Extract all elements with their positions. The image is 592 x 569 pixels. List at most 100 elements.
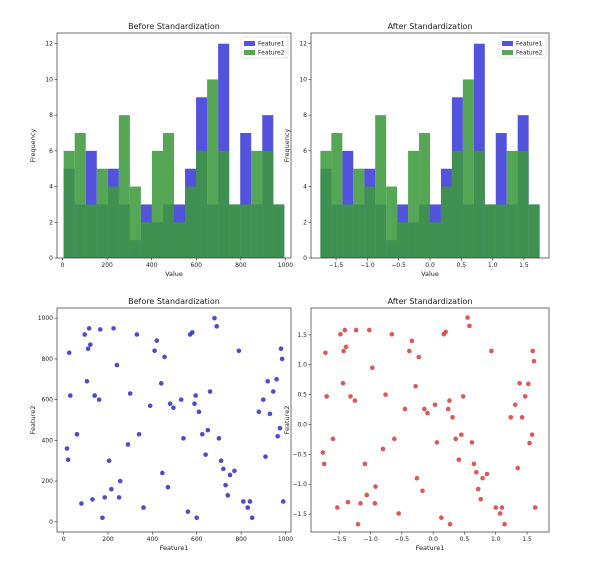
histogram-bar-feature2	[185, 186, 197, 258]
scatter-point	[497, 511, 503, 516]
scatter-point	[345, 499, 351, 505]
scatter-point	[87, 342, 93, 347]
y-tick-label: 600	[42, 397, 54, 404]
scatter-point	[389, 331, 395, 337]
histogram-bar-feature2	[207, 79, 219, 258]
scatter-point	[96, 397, 102, 402]
y-axis-label: Frequency	[29, 129, 37, 163]
scatter-point	[106, 458, 112, 464]
scatter-point	[335, 505, 340, 510]
y-tick-label: 4	[49, 184, 53, 191]
scatter-point	[342, 327, 348, 333]
scatter-point	[320, 450, 326, 455]
histogram-bar-feature2	[375, 115, 387, 259]
scatter-point	[279, 356, 285, 362]
scatter-point	[256, 409, 262, 415]
x-tick-label: 600	[191, 536, 203, 543]
y-tick-label: 0	[49, 255, 53, 262]
histogram-bar-feature2	[218, 150, 230, 258]
x-tick-label: 1000	[278, 262, 293, 269]
legend-label: Feature2	[258, 50, 285, 57]
x-axis-label: Feature1	[416, 544, 445, 552]
scatter-point	[493, 505, 499, 510]
histogram-bar-feature2	[408, 150, 420, 258]
scatter-point	[68, 393, 73, 398]
histogram-after-panel: After Standardization Value Frequency −1.5 −…	[283, 22, 550, 278]
histogram-before-panel: Before Standardization Value Frequency 0 200…	[29, 22, 293, 278]
scatter-point	[270, 389, 276, 394]
x-tick-label: −1.5	[329, 262, 344, 269]
x-tick-label: 0.5	[460, 536, 470, 543]
scatter-point	[460, 394, 466, 399]
x-tick-label: 0	[62, 536, 66, 543]
histogram-bar-feature2	[196, 150, 208, 258]
scatter-point	[97, 327, 103, 332]
axes-frame	[56, 32, 292, 259]
histogram-bar-feature2	[451, 150, 463, 258]
scatter-point	[526, 381, 531, 387]
scatter-point	[116, 495, 122, 500]
scatter-point	[445, 406, 451, 412]
scatter-point	[434, 440, 440, 445]
scatter-point	[447, 521, 453, 527]
scatter-point	[247, 499, 253, 504]
scatter-point	[355, 521, 361, 527]
scatter-point	[338, 331, 343, 337]
x-tick-label: 0.0	[425, 262, 435, 269]
scatter-point	[396, 511, 401, 516]
scatter-point	[134, 332, 140, 337]
scatter-point	[438, 515, 444, 520]
scatter-point	[502, 521, 507, 527]
histogram-bar-feature2	[174, 222, 186, 258]
scatter-point	[358, 501, 363, 506]
y-tick-label: 400	[42, 437, 54, 444]
scatter-point	[263, 454, 268, 459]
histogram-bar-feature1	[240, 133, 252, 258]
scatter-point	[199, 431, 205, 437]
x-tick-label: 1.0	[488, 262, 498, 269]
scatter-point	[84, 379, 90, 384]
scatter-point	[330, 436, 336, 442]
scatter-point	[194, 515, 200, 521]
histogram-bar-feature2	[118, 115, 130, 259]
scatter-point	[456, 457, 462, 463]
histogram-bar-feature2	[320, 150, 332, 258]
scatter-point	[414, 475, 420, 481]
scatter-point	[267, 411, 273, 417]
x-tick-label: −0.5	[395, 536, 410, 543]
scatter-point	[74, 431, 80, 437]
histogram-bar-feature2	[240, 204, 252, 258]
y-tick-label: −1.5	[292, 511, 307, 518]
scatter-point	[232, 468, 237, 474]
scatter-point	[82, 332, 88, 337]
histogram-bar-feature2	[140, 222, 152, 258]
scatter-point	[352, 398, 358, 403]
scatter-point	[380, 446, 386, 452]
scatter-point	[86, 326, 92, 331]
scatter-point	[508, 415, 514, 420]
scatter-point	[64, 446, 70, 451]
y-axis-label: Feature2	[29, 406, 37, 435]
scatter-point	[323, 350, 328, 356]
scatter-after-panel: After Standardization Feature1 Feature2 −1.…	[283, 297, 550, 552]
histogram-bar-feature2	[96, 168, 108, 258]
legend-swatch	[244, 50, 255, 55]
histogram-bar-feature2	[462, 79, 474, 258]
scatter-point	[203, 452, 208, 457]
y-tick-label: 0.0	[297, 421, 307, 428]
scatter-point	[216, 436, 222, 441]
y-tick-label: 200	[42, 478, 54, 485]
scatter-point	[447, 398, 452, 403]
histogram-bar-feature2	[430, 222, 441, 258]
y-tick-label: 6	[49, 148, 53, 155]
scatter-point	[348, 394, 353, 399]
scatter-point	[154, 338, 160, 343]
scatter-point	[85, 346, 91, 352]
histogram-bar-feature2	[517, 150, 529, 258]
scatter-point	[530, 348, 536, 354]
scatter-point	[117, 478, 123, 484]
scatter-point	[178, 397, 184, 402]
y-tick-label: 12	[45, 41, 53, 48]
scatter-point	[475, 486, 481, 492]
